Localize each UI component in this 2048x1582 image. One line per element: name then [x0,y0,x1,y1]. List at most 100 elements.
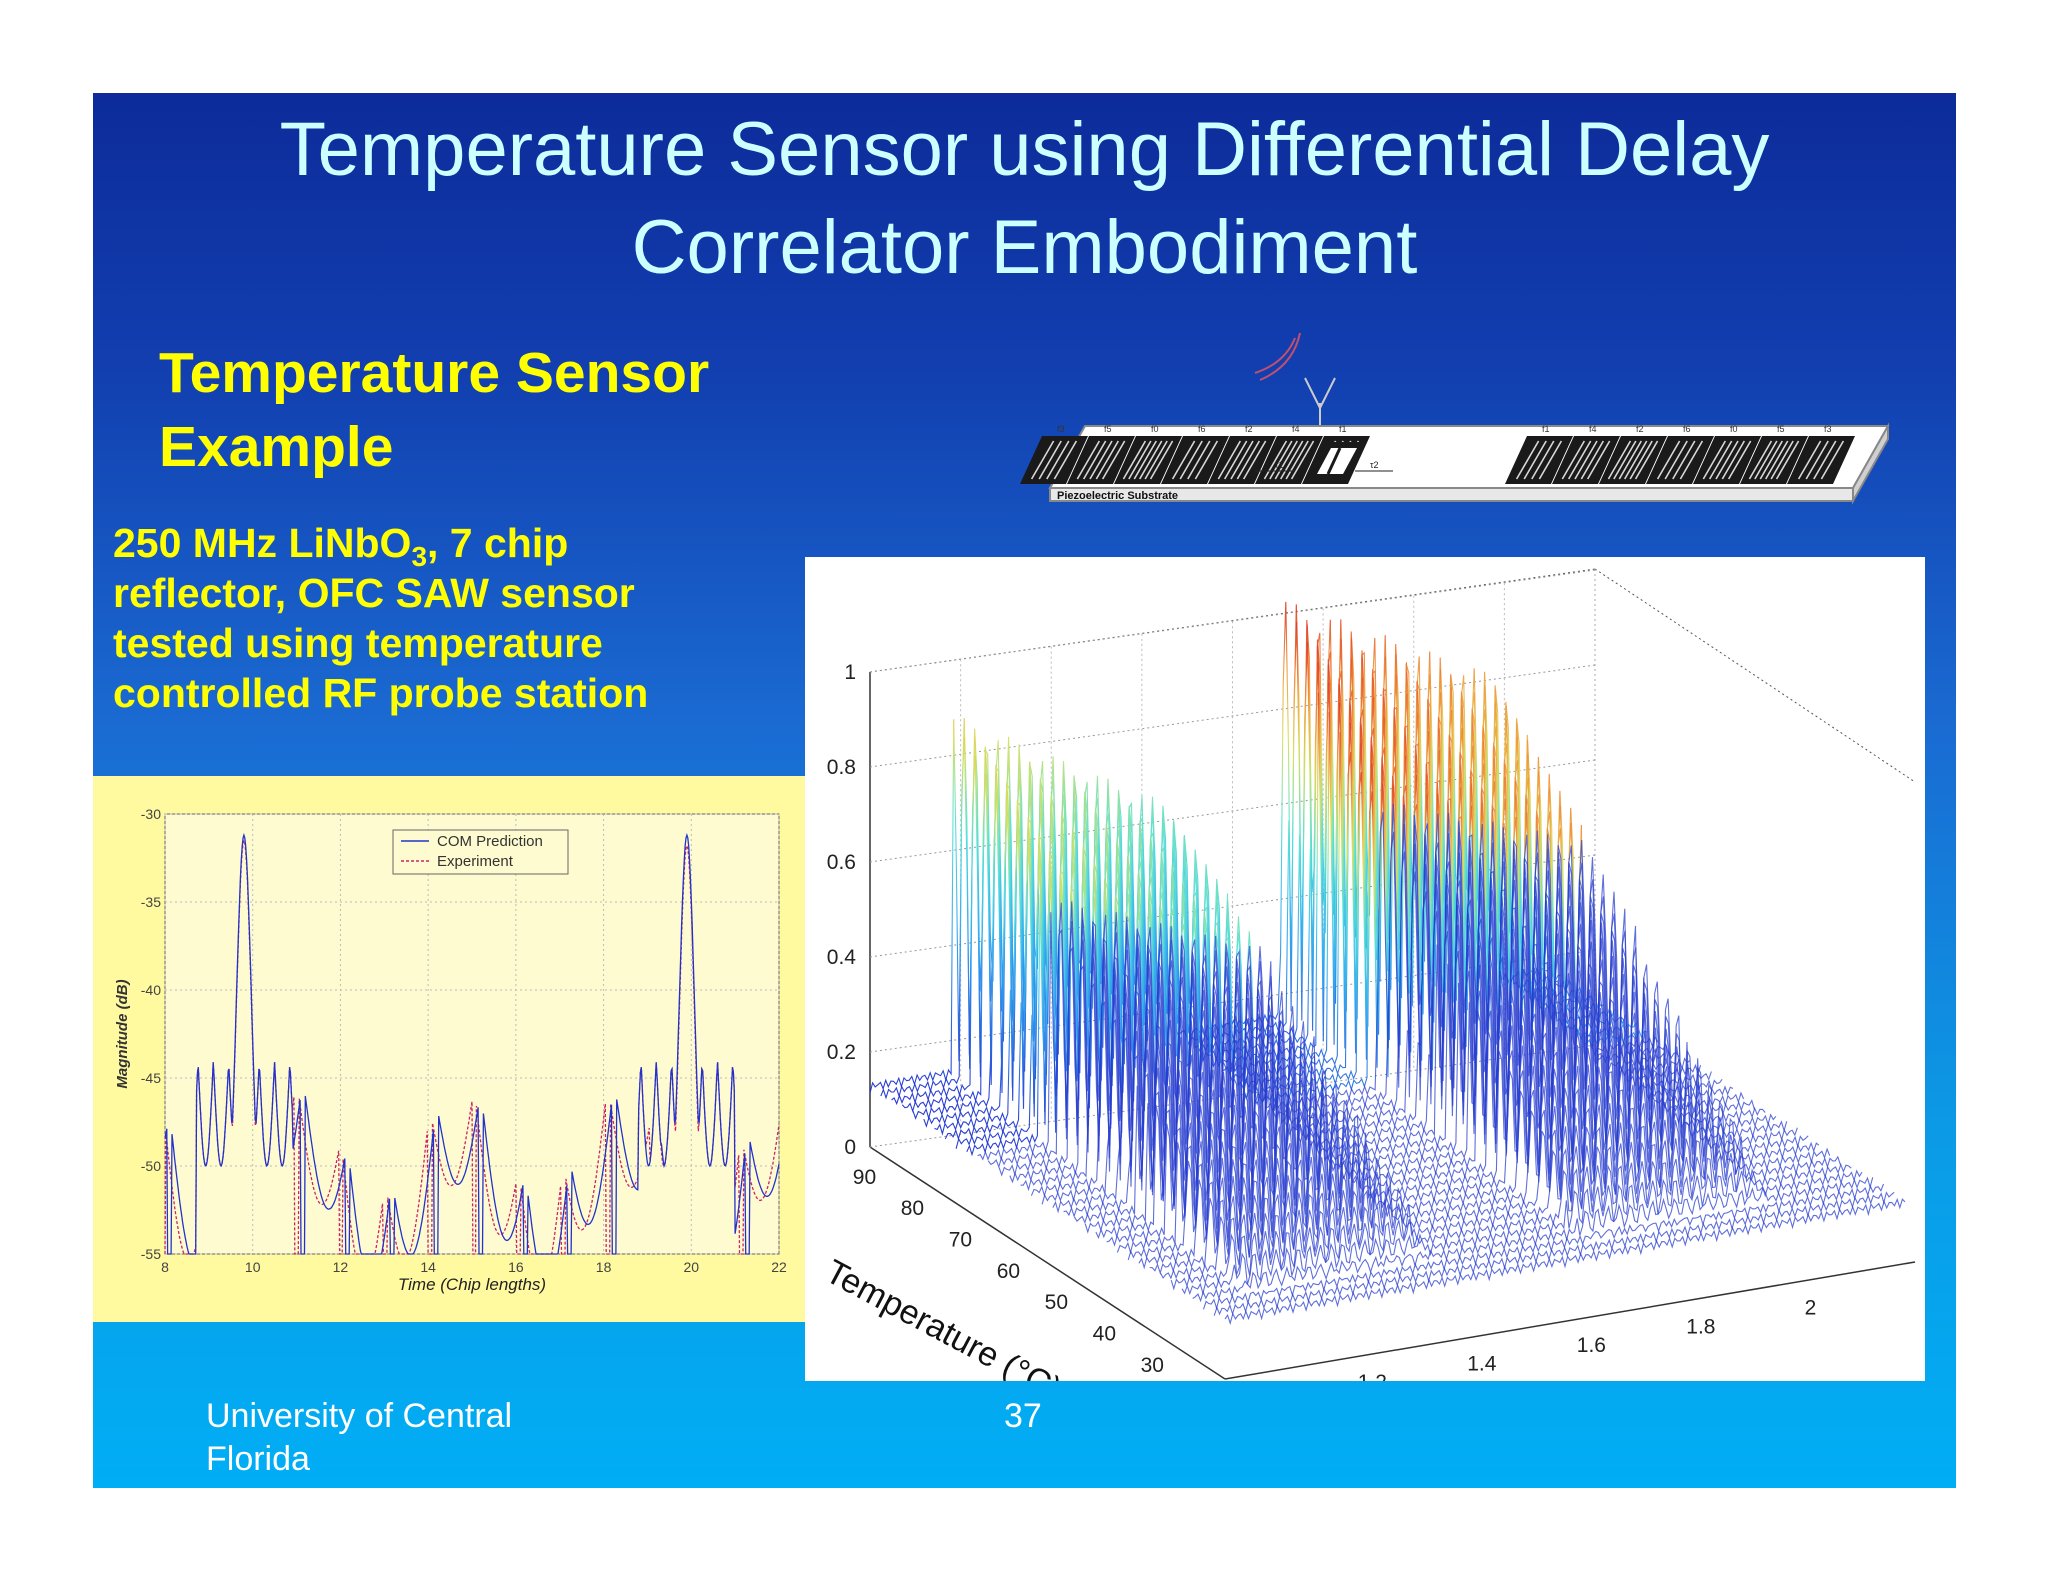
x-tick-label: 12 [333,1259,349,1275]
temperature-tick-label: 60 [997,1260,1020,1283]
left-freq-label-4: f6 [1198,424,1206,434]
right-chart-svg: 0 0.2 0.4 0.6 0.8 1 90 80 70 60 50 40 30 1.2 1.4 1.6 1.8… [819,568,1916,1409]
left-freq-label-7: f1 [1339,424,1347,434]
left-series [164,832,780,1255]
left-chart-svg: 8 10 12 14 16 18 20 22 -30 -35 -40 -45 -50 -55 COM Pr… [114,806,787,1294]
frequency-labels: f3 f5 f0 f6 f2 f4 f1 f1 f4 f2 f6 f0 f5 f3 [1057,424,1832,434]
z-tick-label: 1 [844,661,856,684]
time-tick-label: 1.8 [1686,1315,1715,1338]
tau2-label: τ2 [1370,460,1379,470]
y-tick-label: -35 [141,894,161,910]
footer-org-line-2: Florida [206,1440,310,1478]
footer-organization: University of Central Florida [206,1395,512,1481]
z-gridline [869,569,1596,673]
temperature-tick-label: 50 [1045,1291,1068,1314]
z-tick-label: 0.2 [827,1041,856,1064]
com-prediction-line [164,832,780,1255]
center-idt [1307,442,1365,480]
right-freq-label-1: f1 [1542,424,1550,434]
temperature-axis [869,1146,1226,1380]
title-line-1: Temperature Sensor using Differential De… [279,107,1770,192]
temperature-tick-label: 90 [853,1166,876,1189]
y-tick-label: -45 [141,1070,161,1086]
temperature-tick-label: 40 [1093,1323,1116,1346]
right-waterfall-traces [869,601,1906,1326]
temperature-tick-label: 30 [1141,1354,1164,1377]
x-tick-label: 10 [245,1259,261,1275]
waterfall-trace [1181,1168,1863,1296]
left-freq-label-6: f4 [1292,424,1300,434]
waterfall-trace [1213,1191,1895,1316]
left-reflector-2 [1067,436,1135,484]
back-edge [1594,568,1916,783]
y-tick-label: -55 [141,1246,161,1262]
footer-org-line-1: University of Central [206,1397,513,1435]
left-reflector-5 [1208,436,1276,484]
description-line-2: reflector, OFC SAW sensor [113,570,635,616]
time-tick-label: 1.2 [1358,1371,1387,1381]
y-tick-label: -40 [141,982,161,998]
right-reflector-5 [1693,436,1761,484]
saw-device-diagram: f3 f5 f0 f6 f2 f4 f1 f1 f4 f2 f6 f0 f5 f3 τ1 τ2 Piezo… [1020,332,1890,505]
plot-area [164,813,780,1255]
description-part-1: 250 MHz LiNbO [113,520,412,566]
y-axis-label: Magnitude (dB) [114,979,131,1088]
time-tick-label: 1.4 [1467,1352,1497,1375]
x-axis-label: Time (Chip lengths) [398,1275,546,1294]
left-reflector-3 [1114,436,1182,484]
waterfall-trace [1149,1116,1831,1275]
z-tick-label: 0.4 [827,946,857,969]
description-text: 250 MHz LiNbO3, 7 chip reflector, OFC SA… [113,518,753,718]
slide: Temperature Sensor using Differential De… [93,93,1956,1488]
substrate-label: Piezoelectric Substrate [1057,490,1178,502]
left-grid [164,813,780,1255]
right-reflector-6 [1740,436,1808,484]
right-reflector-3 [1599,436,1667,484]
legend: COM Prediction Experiment [392,829,569,875]
right-reflector-7 [1787,436,1855,484]
temperature-tick-label: 80 [901,1197,924,1220]
x-tick-label: 20 [683,1259,699,1275]
temperature-axis-label: Temperature (°C) [819,1253,1067,1381]
left-freq-label-3: f0 [1151,424,1159,434]
right-freq-label-5: f0 [1730,424,1738,434]
right-reflector-1 [1505,436,1573,484]
x-tick-label: 14 [420,1259,436,1275]
z-tick-label: 0.6 [827,851,856,874]
waterfall-trace [1192,1176,1874,1303]
reflector-transducers [1020,436,1855,484]
left-tick-labels: 8 10 12 14 16 18 20 22 -30 -35 -40 -45 -50 -55 [141,806,787,1275]
right-reflector-2 [1552,436,1620,484]
x-tick-label: 8 [161,1259,169,1275]
time-axis [1224,1261,1916,1380]
temperature-tick-label: 70 [949,1229,972,1252]
x-tick-label: 22 [771,1259,787,1275]
tau1-label: τ1 [1275,460,1284,470]
right-freq-label-6: f5 [1777,424,1785,434]
right-axes-box [869,568,1916,1380]
legend-com-label: COM Prediction [437,833,543,850]
left-freq-label-1: f3 [1057,424,1065,434]
y-tick-label: -30 [141,806,161,822]
slide-title: Temperature Sensor using Differential De… [93,101,1956,297]
subheading: Temperature Sensor Example [159,336,709,484]
waterfall-trace [1170,1152,1852,1291]
right-freq-label-4: f6 [1683,424,1691,434]
right-freq-label-3: f2 [1636,424,1644,434]
z-tick-label: 0.8 [827,756,856,779]
x-tick-label: 16 [508,1259,524,1275]
time-tick-label: 2 [1805,1297,1817,1320]
right-tick-labels: 0 0.2 0.4 0.6 0.8 1 90 80 70 60 50 40 30 1.2 1.4 1.6 1.8… [827,661,1817,1394]
description-line-4: controlled RF probe station [113,670,649,716]
left-freq-label-5: f2 [1245,424,1253,434]
page-number: 37 [1004,1397,1042,1435]
temperature-waterfall-chart: 0 0.2 0.4 0.6 0.8 1 90 80 70 60 50 40 30 1.2 1.4 1.6 1.8… [805,557,1925,1409]
description-line-3: tested using temperature [113,620,603,666]
description-line-1: 250 MHz LiNbO3, 7 chip [113,518,753,571]
time-tick-label: 1.6 [1577,1334,1606,1357]
waterfall-trace [1127,1081,1809,1261]
title-line-2: Correlator Embodiment [631,205,1418,290]
left-reflector-1 [1020,436,1088,484]
right-reflector-4 [1646,436,1714,484]
y-tick-label: -50 [141,1158,161,1174]
